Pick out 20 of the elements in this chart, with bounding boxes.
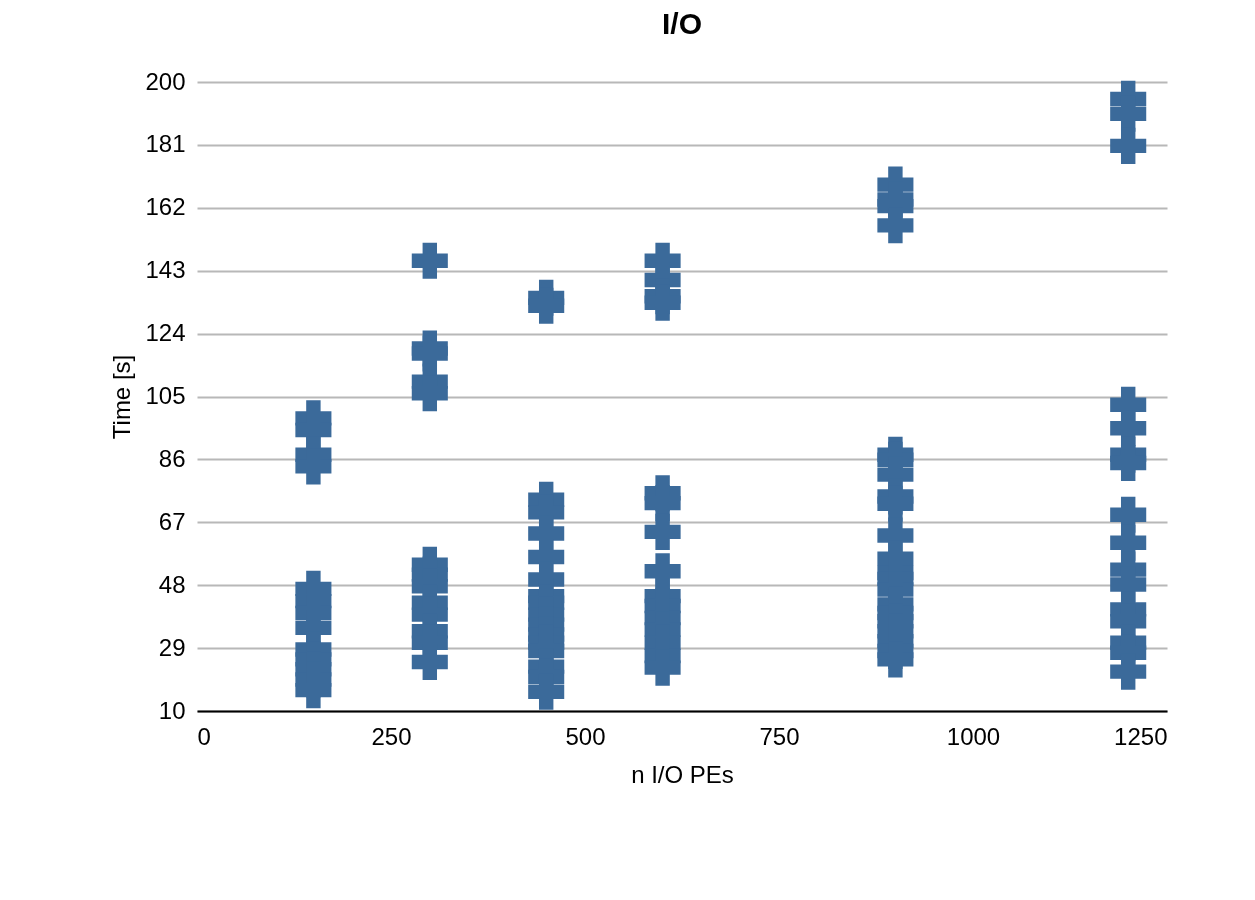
y-tick-label: 143 <box>145 256 186 284</box>
y-axis-title: Time [s] <box>108 354 136 440</box>
y-tick-label: 181 <box>145 130 186 158</box>
x-tick-label: 1000 <box>946 722 1001 750</box>
y-tick-label: 200 <box>145 67 186 95</box>
x-tick-label: 250 <box>371 722 412 750</box>
chart-title: I/O <box>661 7 703 40</box>
y-tick-label: 67 <box>158 507 186 535</box>
y-tick-label: 29 <box>158 633 186 661</box>
x-tick-label: 500 <box>565 722 606 750</box>
y-tick-label: 162 <box>145 193 186 221</box>
y-tick-label: 86 <box>158 444 186 472</box>
y-tick-label: 48 <box>158 570 186 598</box>
y-tick-label: 124 <box>145 319 186 347</box>
x-tick-label: 1250 <box>1114 722 1168 750</box>
x-tick-label: 0 <box>197 722 211 750</box>
y-tick-label: 10 <box>158 696 186 724</box>
x-tick-label: 750 <box>759 722 800 750</box>
y-tick-label: 105 <box>145 382 186 409</box>
x-axis-title: n I/O PEs <box>631 760 734 788</box>
